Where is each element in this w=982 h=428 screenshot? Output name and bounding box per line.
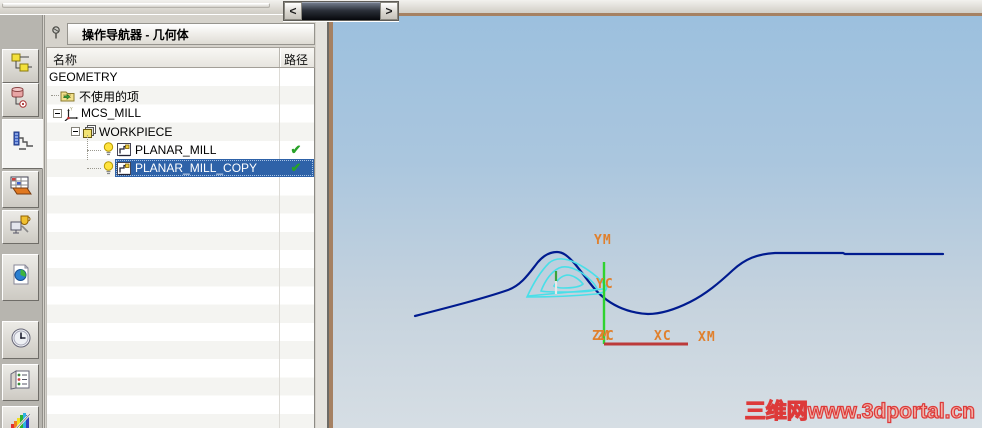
operation-navigator-panel: 操作导航器 - 几何体 名称 路径 GEOMETRY 不使用的项 Y MCS_MILL… bbox=[44, 15, 316, 428]
navigator-pin-icon[interactable] bbox=[50, 25, 63, 45]
resource-bar-button-steps-tree[interactable] bbox=[2, 119, 43, 169]
tree-connector bbox=[87, 149, 101, 151]
collapse-toggle-icon[interactable] bbox=[53, 108, 62, 118]
resource-bar-button-tools-cup[interactable] bbox=[2, 210, 39, 244]
rainbow-wand-icon bbox=[8, 409, 34, 428]
globe-document-icon bbox=[8, 262, 34, 293]
operation-icon bbox=[116, 161, 133, 180]
tree-column-divider bbox=[279, 68, 280, 428]
tree-row-workpiece[interactable]: WORKPIECE bbox=[47, 123, 314, 141]
tree-row-label: 不使用的项 bbox=[79, 90, 140, 105]
svg-text:Y: Y bbox=[70, 106, 73, 112]
panel-resize-sash[interactable] bbox=[316, 15, 329, 428]
column-divider[interactable] bbox=[279, 48, 280, 67]
resource-bar-button-blocks-tree[interactable] bbox=[2, 49, 39, 83]
steps-tree-icon bbox=[10, 129, 36, 160]
lightbulb-icon[interactable] bbox=[103, 142, 114, 160]
tree-connector bbox=[51, 95, 59, 97]
spindle-tree-icon bbox=[8, 85, 34, 116]
resource-bar-button-clock[interactable] bbox=[2, 321, 39, 359]
clock-icon bbox=[8, 325, 34, 356]
blocks-tree-icon bbox=[8, 51, 34, 82]
worktable-icon bbox=[8, 174, 34, 205]
path-check-icon: ✔ bbox=[290, 160, 302, 175]
tree-connector bbox=[87, 134, 88, 160]
resource-bar bbox=[0, 15, 43, 428]
operation-icon bbox=[116, 142, 133, 161]
tools-cup-icon bbox=[8, 212, 34, 243]
tree-row-label: GEOMETRY bbox=[49, 70, 118, 84]
tree-row-planar_mill_copy[interactable]: PLANAR_MILL_COPY ✔ bbox=[47, 159, 314, 180]
selection-highlight bbox=[115, 159, 314, 178]
tree-connector bbox=[87, 168, 101, 169]
watermark-text: 三维网www.3dportal.cn bbox=[744, 399, 975, 423]
scroll-left-button[interactable]: < bbox=[284, 2, 302, 20]
tree-row-planar_mill[interactable]: PLANAR_MILL ✔ bbox=[47, 141, 314, 159]
toolbar-drag-handle[interactable] bbox=[2, 3, 270, 8]
collapse-toggle-icon[interactable] bbox=[71, 127, 80, 137]
resource-bar-button-spindle-tree[interactable] bbox=[2, 83, 39, 117]
resource-bar-button-globe-document[interactable] bbox=[2, 254, 39, 301]
workpiece-icon bbox=[82, 124, 97, 142]
door-list-icon bbox=[8, 367, 34, 398]
scroll-thumb[interactable] bbox=[302, 2, 380, 20]
resource-bar-button-door-list[interactable] bbox=[2, 364, 39, 401]
scroll-right-button[interactable]: > bbox=[380, 2, 398, 20]
navigator-title[interactable]: 操作导航器 - 几何体 bbox=[67, 23, 315, 45]
resource-bar-button-rainbow-wand[interactable] bbox=[2, 406, 39, 428]
tree-row-label: WORKPIECE bbox=[99, 124, 173, 139]
lightbulb-icon[interactable] bbox=[103, 160, 114, 179]
navigator-tree: GEOMETRY 不使用的项 Y MCS_MILL WORKPIECE PLANAR_MI… bbox=[46, 68, 315, 428]
tree-row-geometry[interactable]: GEOMETRY bbox=[47, 68, 314, 86]
tree-row-label: PLANAR_MILL bbox=[135, 142, 217, 157]
tree-row-不使用的项[interactable]: 不使用的项 bbox=[47, 86, 314, 104]
unused-items-icon bbox=[60, 88, 75, 106]
column-header-name[interactable]: 名称 bbox=[53, 53, 78, 67]
tree-row-mcs_mill[interactable]: Y MCS_MILL bbox=[47, 104, 314, 122]
toolbar-scroll-widget: < > bbox=[283, 1, 399, 21]
column-header-path[interactable]: 路径 bbox=[284, 53, 309, 67]
tree-row-label: PLANAR_MILL_COPY bbox=[135, 161, 258, 175]
graphics-viewport[interactable] bbox=[329, 13, 982, 428]
resource-bar-button-worktable[interactable] bbox=[2, 171, 39, 208]
path-check-icon: ✔ bbox=[290, 141, 302, 157]
mcs-icon: Y bbox=[64, 106, 79, 124]
navigator-column-header: 名称 路径 bbox=[46, 47, 315, 68]
tree-row-label: MCS_MILL bbox=[81, 106, 142, 121]
